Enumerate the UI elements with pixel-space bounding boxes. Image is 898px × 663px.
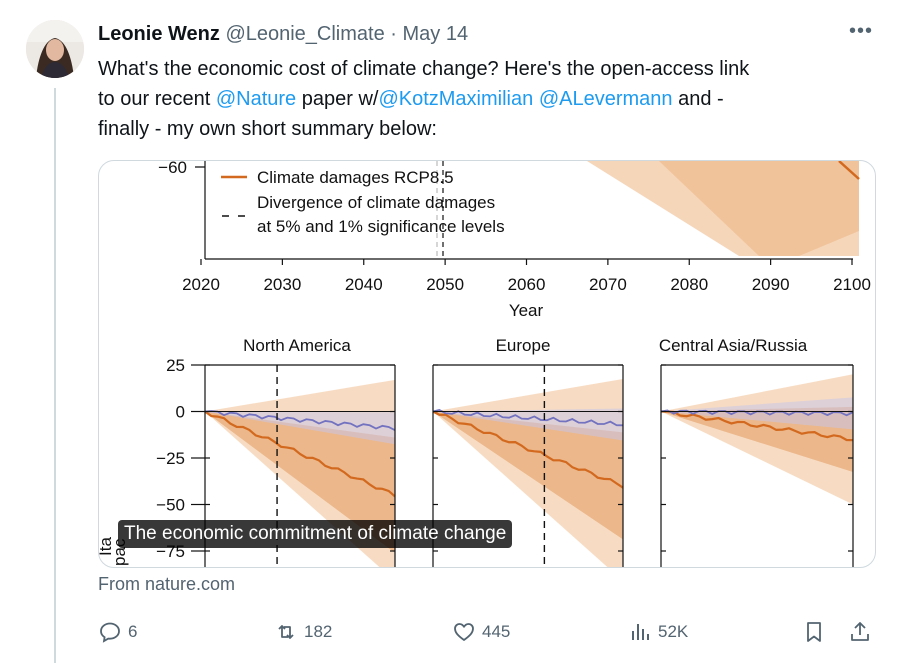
tweet-line-2: to our recent @Nature paper w/@KotzMaxim… (98, 84, 878, 114)
author-avatar[interactable] (26, 20, 84, 78)
more-options-icon[interactable]: ••• (848, 20, 873, 42)
separator-dot: · (390, 23, 397, 45)
legend-divergence-label: Divergence of climate damages (257, 193, 495, 212)
top-x-tick-label: 2060 (508, 275, 546, 294)
figure-image: −60 Climate damages RCP8.5 Divergence of… (99, 161, 871, 567)
like-count: 445 (482, 622, 511, 641)
views-chart-icon (632, 624, 649, 640)
thread-connector-line (54, 88, 56, 663)
tweet-date[interactable]: May 14 (402, 23, 469, 45)
damages-series-line (204, 410, 396, 498)
panel-title: Central Asia/Russia (659, 336, 808, 355)
top-x-tick-label: 2050 (426, 275, 464, 294)
top-panel: −60 Climate damages RCP8.5 Divergence of… (158, 161, 871, 320)
top-band-mid (659, 161, 859, 256)
panel-title: Europe (496, 336, 551, 355)
damages-series-line (432, 410, 624, 489)
tweet-text-segment: What's the economic cost of climate chan… (98, 58, 750, 80)
reply-icon (100, 622, 120, 643)
card-source[interactable]: From nature.com (98, 574, 236, 594)
bottom-panel-2: Europe (432, 336, 624, 567)
panel-y-tick-label: −50 (156, 496, 185, 515)
share-icon (851, 622, 869, 641)
mention-kotz-link[interactable]: @KotzMaximilian (378, 88, 534, 110)
top-x-tick-label: 2070 (589, 275, 627, 294)
uncertainty-band-narrow (433, 411, 623, 540)
mention-levermann-link[interactable]: @ALevermann (538, 88, 673, 110)
top-x-tick-label: 2090 (752, 275, 790, 294)
tweet-text-segment: to our recent (98, 88, 216, 110)
avatar-photo (26, 20, 84, 78)
link-preview-card[interactable]: −60 Climate damages RCP8.5 Divergence of… (98, 160, 876, 568)
author-handle[interactable]: @Leonie_Climate (225, 23, 385, 45)
repost-button[interactable]: 182 (274, 616, 332, 648)
bottom-y-axis-label-fragment: Ita (99, 537, 115, 556)
top-x-ticks: 2020 2030 2040 2050 2060 2070 2080 2090 2100 (182, 259, 871, 294)
panel-y-tick-label: −25 (156, 449, 185, 468)
panel-title: North America (243, 336, 351, 355)
top-x-tick-label: 2080 (670, 275, 708, 294)
baseline-series-line (432, 408, 624, 427)
reply-count: 6 (128, 622, 138, 641)
tweet-line-3: finally - my own short summary below: (98, 114, 878, 144)
heart-icon (454, 623, 474, 641)
top-y-tick-label: −60 (158, 161, 187, 177)
uncertainty-band-narrow (205, 411, 395, 553)
tweet-text-segment: finally - my own short summary below: (98, 118, 437, 140)
legend-divergence-label-2: at 5% and 1% significance levels (257, 217, 505, 236)
baseline-series-line (204, 410, 396, 432)
mention-nature-link[interactable]: @Nature (215, 88, 297, 110)
panel-y-tick-label: 0 (176, 403, 185, 422)
tweet-text-segment: and - (672, 88, 724, 110)
tweet-text: What's the economic cost of climate chan… (98, 54, 878, 144)
bookmark-icon (807, 622, 821, 642)
top-x-axis-label: Year (509, 301, 544, 320)
baseline-band (661, 397, 853, 430)
author-name[interactable]: Leonie Wenz (98, 23, 220, 45)
like-button[interactable]: 445 (452, 616, 510, 648)
card-caption: The economic commitment of climate chang… (118, 520, 513, 548)
views-count: 52K (658, 622, 689, 641)
top-x-tick-label: 2030 (263, 275, 301, 294)
panel-y-tick-label: 25 (166, 356, 185, 375)
reply-button[interactable]: 6 (98, 616, 137, 648)
bookmark-button[interactable] (802, 616, 826, 648)
top-x-tick-label: 2100 (833, 275, 871, 294)
tweet-actions-bar: 6 182 445 52K (98, 616, 878, 648)
tweet-header: Leonie Wenz @Leonie_Climate · May 14 (98, 22, 468, 46)
share-button[interactable] (848, 616, 872, 648)
tweet-text-segment: paper w/ (296, 88, 379, 110)
baseline-band (433, 408, 623, 441)
legend-damages-label: Climate damages RCP8.5 (257, 168, 454, 187)
views-button[interactable]: 52K (628, 616, 688, 648)
repost-icon (278, 625, 294, 639)
top-x-tick-label: 2020 (182, 275, 220, 294)
repost-count: 182 (304, 622, 333, 641)
top-damages-line (838, 161, 860, 180)
tweet-line-1: What's the economic cost of climate chan… (98, 54, 878, 84)
top-x-tick-label: 2040 (345, 275, 383, 294)
baseline-band (205, 411, 395, 445)
bottom-panel-3: Central Asia/Russia (659, 336, 854, 567)
